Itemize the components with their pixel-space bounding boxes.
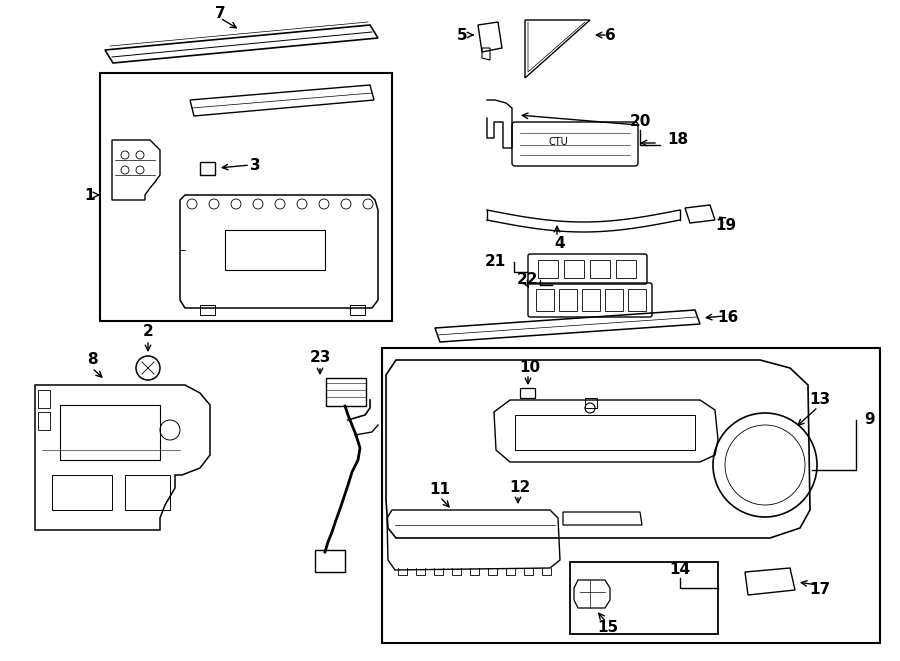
Text: 4: 4: [554, 237, 565, 251]
Bar: [315, 550, 345, 572]
Bar: [570, 562, 718, 634]
Text: 3: 3: [249, 157, 260, 173]
Text: 1: 1: [85, 188, 95, 202]
Text: 14: 14: [670, 563, 690, 578]
Text: 20: 20: [629, 114, 651, 130]
Bar: [125, 475, 170, 510]
Bar: [38, 390, 50, 408]
Text: 17: 17: [809, 582, 831, 598]
Bar: [564, 260, 584, 278]
Text: 10: 10: [519, 360, 541, 375]
Text: 19: 19: [716, 217, 736, 233]
Bar: [38, 412, 50, 430]
Bar: [60, 405, 160, 460]
Bar: [605, 289, 623, 311]
Bar: [590, 260, 610, 278]
Bar: [616, 260, 636, 278]
Text: 22: 22: [517, 272, 538, 288]
Bar: [100, 73, 392, 321]
Bar: [536, 289, 554, 311]
Bar: [515, 415, 695, 450]
Text: 2: 2: [142, 325, 153, 340]
Text: 9: 9: [865, 412, 876, 428]
Text: 21: 21: [484, 254, 506, 270]
Text: 6: 6: [605, 28, 616, 42]
Text: 13: 13: [809, 393, 831, 407]
Bar: [382, 348, 880, 643]
Bar: [628, 289, 646, 311]
Text: 8: 8: [86, 352, 97, 368]
Text: CTU: CTU: [548, 137, 568, 147]
Bar: [582, 289, 600, 311]
Text: 11: 11: [429, 483, 451, 498]
Text: 15: 15: [598, 621, 618, 635]
Bar: [538, 260, 558, 278]
Bar: [225, 230, 325, 270]
Text: 16: 16: [717, 311, 739, 325]
Text: 23: 23: [310, 350, 330, 366]
Text: 12: 12: [509, 481, 531, 496]
Bar: [326, 378, 366, 406]
Text: 18: 18: [668, 132, 688, 147]
Text: 7: 7: [215, 5, 225, 20]
Text: 5: 5: [456, 28, 467, 42]
Bar: [52, 475, 112, 510]
Bar: [559, 289, 577, 311]
